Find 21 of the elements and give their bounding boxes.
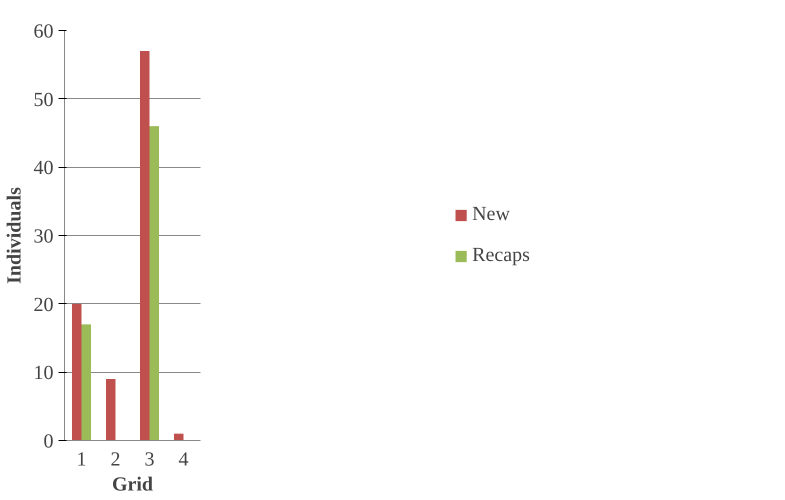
x-axis-title: Grid: [112, 474, 154, 496]
legend-label: Recaps: [472, 244, 530, 267]
bar: [72, 304, 82, 440]
y-tick-label: 10: [34, 362, 54, 384]
y-tick-label: 0: [44, 430, 54, 452]
bar: [140, 51, 150, 440]
y-tick-label: 50: [34, 88, 54, 111]
x-tick-label: 2: [110, 448, 120, 470]
bar: [106, 379, 116, 440]
y-tick-label: 40: [34, 157, 54, 180]
legend-label: New: [472, 203, 510, 226]
y-tick-label: 30: [34, 226, 54, 248]
bar: [82, 324, 92, 440]
y-tick-label: 20: [34, 294, 54, 316]
x-tick-label: 3: [144, 448, 154, 470]
y-axis-title: Individuals: [4, 186, 26, 284]
x-tick-label: 1: [76, 448, 86, 470]
x-tick-label: 4: [178, 448, 188, 470]
bar: [150, 126, 160, 440]
y-tick-label: 60: [34, 20, 54, 42]
bar: [174, 434, 184, 440]
